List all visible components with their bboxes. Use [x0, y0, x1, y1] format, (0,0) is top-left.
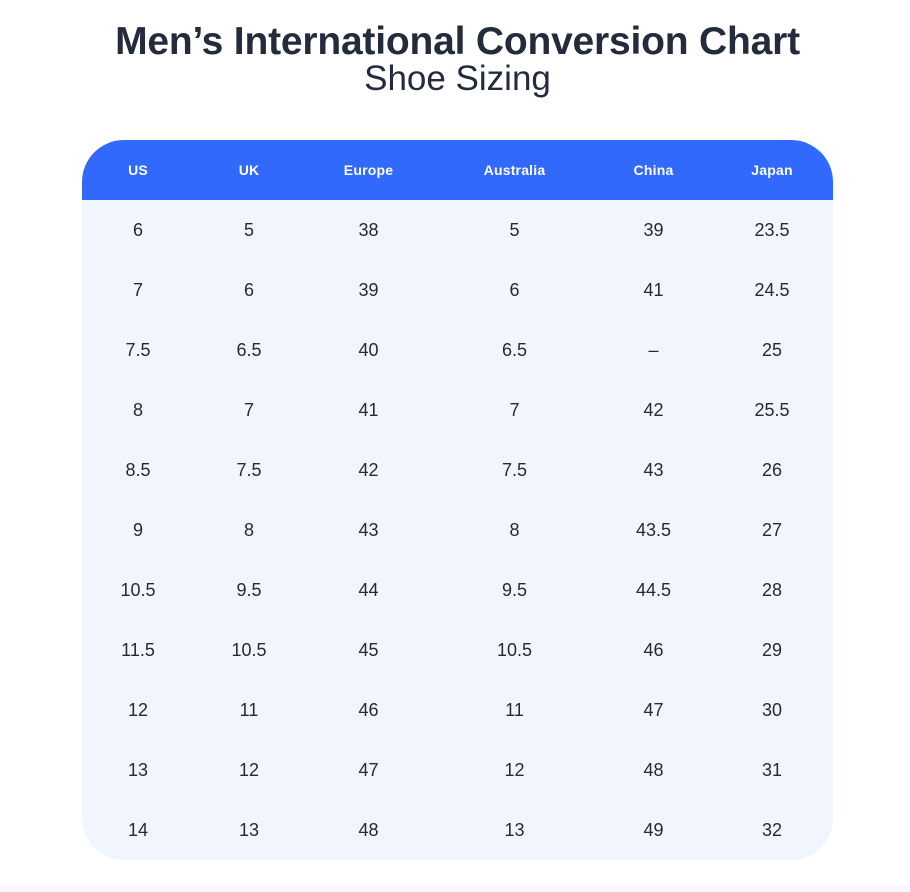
size-cell: 7	[243, 399, 254, 420]
size-cell: 8	[132, 399, 143, 420]
size-cell: 13	[127, 759, 149, 780]
size-cell: 26	[761, 459, 783, 480]
size-cell: 11	[505, 699, 524, 720]
column-header-us: US	[82, 140, 194, 200]
page-title: Men’s International Conversion Chart	[115, 20, 800, 63]
column-header-australia: Australia	[433, 140, 596, 200]
footer-strip	[0, 886, 910, 892]
size-cell: 7.5	[125, 339, 151, 360]
size-cell: 47	[358, 759, 379, 780]
size-cell: 27	[761, 519, 783, 540]
size-cell: 48	[358, 819, 379, 840]
size-cell: 30	[761, 699, 783, 720]
size-cell: 45	[358, 639, 379, 660]
size-cell: 7.5	[236, 459, 262, 480]
page-subtitle: Shoe Sizing	[364, 59, 551, 98]
size-cell: 6.5	[501, 339, 528, 360]
table-row: 14 13 48 13 49 32	[82, 800, 833, 860]
size-cell: 48	[643, 759, 664, 780]
table-row: 8.5 7.5 42 7.5 43 26	[82, 440, 833, 500]
size-cell: 6	[509, 279, 520, 300]
size-cell: –	[648, 339, 659, 360]
column-header-uk: UK	[194, 140, 304, 200]
size-cell: 25.5	[754, 399, 790, 420]
size-cell: 47	[643, 699, 664, 720]
size-cell: 8	[243, 519, 254, 540]
size-cell: 24.5	[754, 279, 790, 300]
size-cell: 8.5	[125, 459, 151, 480]
size-cell: 5	[243, 219, 254, 240]
size-cell: 28	[761, 579, 783, 600]
table-row: 7.5 6.5 40 6.5 – 25	[82, 320, 833, 380]
size-cell: 6	[132, 219, 143, 240]
size-cell: 10.5	[231, 639, 267, 660]
size-cell: 44.5	[635, 579, 672, 600]
table-row: 11.5 10.5 45 10.5 46 29	[82, 620, 833, 680]
size-cell: 7	[132, 279, 143, 300]
size-cell: 42	[358, 459, 379, 480]
table-row: 6 5 38 5 39 23.5	[82, 200, 833, 260]
size-cell: 9.5	[501, 579, 528, 600]
column-header-china: China	[596, 140, 711, 200]
size-cell: 12	[238, 759, 260, 780]
size-cell: 9.5	[236, 579, 262, 600]
size-cell: 10.5	[496, 639, 533, 660]
size-cell: 43.5	[635, 519, 672, 540]
table-row: 13 12 47 12 48 31	[82, 740, 833, 800]
size-cell: 46	[643, 639, 664, 660]
size-cell: 31	[761, 759, 783, 780]
size-cell: 44	[358, 579, 379, 600]
size-cell: 10.5	[120, 579, 156, 600]
size-cell: 12	[504, 759, 525, 780]
table-row: 9 8 43 8 43.5 27	[82, 500, 833, 560]
size-cell: 41	[358, 399, 379, 420]
table-body: 6 5 38 5 39 23.5 7 6 39 6 41 24.5 7.5 6.5 40 6.5 – 25 8 7 41…	[82, 200, 833, 860]
column-header-europe: Europe	[304, 140, 433, 200]
size-cell: 39	[358, 279, 379, 300]
table-row: 12 11 46 11 47 30	[82, 680, 833, 740]
size-cell: 12	[127, 699, 149, 720]
size-cell: 43	[643, 459, 664, 480]
size-cell: 39	[643, 219, 664, 240]
size-cell: 5	[509, 219, 520, 240]
size-cell: 42	[643, 399, 664, 420]
size-cell: 41	[643, 279, 664, 300]
table-row: 10.5 9.5 44 9.5 44.5 28	[82, 560, 833, 620]
size-cell: 6.5	[236, 339, 262, 360]
size-table: US UK Europe Australia China Japan 6 5 38 5 39 23.…	[82, 140, 833, 860]
size-cell: 49	[643, 819, 664, 840]
size-cell: 11	[239, 699, 259, 720]
size-cell: 11.5	[121, 639, 155, 660]
size-cell: 13	[504, 819, 525, 840]
conversion-table: US UK Europe Australia China Japan 6 5 38 5 39 23.…	[82, 140, 833, 860]
size-cell: 7.5	[501, 459, 528, 480]
size-cell: 7	[509, 399, 520, 420]
size-cell: 6	[243, 279, 254, 300]
size-cell: 32	[761, 819, 783, 840]
size-cell: 46	[358, 699, 379, 720]
size-cell: 8	[509, 519, 520, 540]
size-cell: 14	[127, 819, 149, 840]
size-cell: 40	[358, 339, 379, 360]
table-row: 8 7 41 7 42 25.5	[82, 380, 833, 440]
size-cell: 38	[358, 219, 379, 240]
column-header-japan: Japan	[711, 140, 833, 200]
size-cell: 23.5	[754, 219, 790, 240]
size-cell: 29	[761, 639, 783, 660]
size-cell: 9	[132, 519, 143, 540]
table-header-row: US UK Europe Australia China Japan	[82, 140, 833, 200]
table-row: 7 6 39 6 41 24.5	[82, 260, 833, 320]
size-cell: 43	[358, 519, 379, 540]
size-cell: 25	[761, 339, 783, 360]
size-cell: 13	[238, 819, 260, 840]
